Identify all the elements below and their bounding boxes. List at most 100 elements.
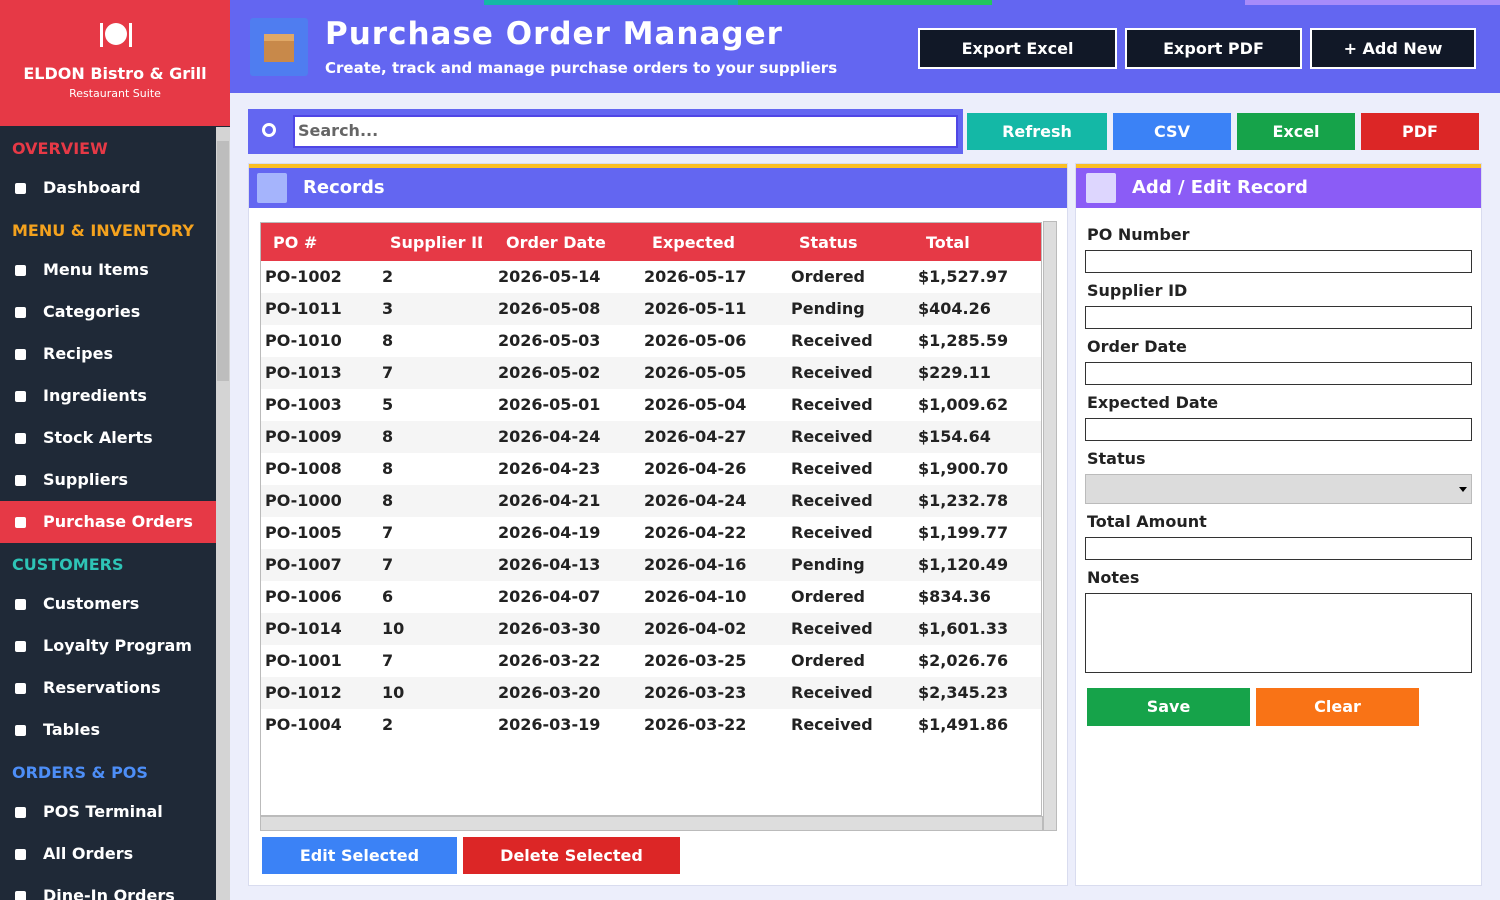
search-bar: Search...: [248, 109, 963, 154]
table-row[interactable]: PO-1010 8 2026-05-03 2026-05-06 Received $1,2…: [261, 325, 1041, 357]
table-row[interactable]: PO-1012 10 2026-03-20 2026-03-23 Received $2,…: [261, 677, 1041, 709]
nav-label: Loyalty Program: [43, 636, 192, 655]
table-row[interactable]: PO-1004 2 2026-03-19 2026-03-22 Received $1,4…: [261, 709, 1041, 741]
table-cell: PO-1000: [265, 491, 342, 510]
field-input[interactable]: [1085, 418, 1472, 441]
search-input[interactable]: Search...: [293, 115, 958, 148]
column-header: Supplier ID: [390, 233, 482, 252]
logo-icon: [100, 23, 132, 47]
field-input[interactable]: [1085, 306, 1472, 329]
column-header: Order Date: [506, 233, 606, 252]
toolbar-button[interactable]: PDF: [1361, 113, 1479, 150]
nav-item[interactable]: Customers: [0, 583, 216, 625]
nav-item[interactable]: Suppliers: [0, 459, 216, 501]
column-header: Total: [926, 233, 970, 252]
table-cell: Received: [791, 619, 873, 638]
table-cell: 3: [382, 299, 394, 318]
table-cell: PO-1013: [265, 363, 342, 382]
action-button[interactable]: Delete Selected: [463, 837, 680, 874]
table-cell: PO-1008: [265, 459, 342, 478]
header-button[interactable]: + Add New: [1310, 28, 1476, 69]
table-row[interactable]: PO-1011 3 2026-05-08 2026-05-11 Pending $404.…: [261, 293, 1041, 325]
nav-icon: [15, 725, 26, 736]
table-cell: Received: [791, 363, 873, 382]
table-row[interactable]: PO-1005 7 2026-04-19 2026-04-22 Received $1,1…: [261, 517, 1041, 549]
table-row[interactable]: PO-1001 7 2026-03-22 2026-03-25 Ordered $2,02…: [261, 645, 1041, 677]
table-cell: $154.64: [918, 427, 991, 446]
table-cell: 8: [382, 427, 394, 446]
stripe: [484, 0, 738, 5]
table-cell: $2,026.76: [918, 651, 1009, 670]
field-label: PO Number: [1087, 225, 1190, 244]
field-label: Expected Date: [1087, 393, 1219, 412]
scroll-thumb[interactable]: [217, 141, 229, 381]
field-input[interactable]: [1085, 250, 1472, 273]
nav-item[interactable]: POS Terminal: [0, 791, 216, 833]
table-row[interactable]: PO-1003 5 2026-05-01 2026-05-04 Received $1,0…: [261, 389, 1041, 421]
field-input[interactable]: [1085, 537, 1472, 560]
nav-label: All Orders: [43, 844, 134, 863]
nav-label: Purchase Orders: [43, 512, 193, 531]
table-row[interactable]: PO-1000 8 2026-04-21 2026-04-24 Received $1,2…: [261, 485, 1041, 517]
table-cell: 2026-03-19: [498, 715, 601, 734]
table-cell: 2026-05-01: [498, 395, 601, 414]
table-cell: PO-1003: [265, 395, 342, 414]
search-icon: [262, 123, 276, 137]
table-cell: 2026-04-24: [498, 427, 601, 446]
table-cell: PO-1004: [265, 715, 342, 734]
header-button[interactable]: Export PDF: [1125, 28, 1302, 69]
table-cell: $1,009.62: [918, 395, 1009, 414]
table-cell: Received: [791, 395, 873, 414]
field-label: Order Date: [1087, 337, 1187, 356]
table-cell: $229.11: [918, 363, 991, 382]
v-scrollbar[interactable]: [1043, 221, 1057, 831]
table-row[interactable]: PO-1014 10 2026-03-30 2026-04-02 Received $1,…: [261, 613, 1041, 645]
table-row[interactable]: PO-1002 2 2026-05-14 2026-05-17 Ordered $1,52…: [261, 261, 1041, 293]
nav-item[interactable]: Stock Alerts: [0, 417, 216, 459]
table-cell: Received: [791, 491, 873, 510]
table-cell: 2026-05-11: [644, 299, 747, 318]
table-cell: 2026-05-06: [644, 331, 747, 350]
toolbar-button[interactable]: Excel: [1237, 113, 1355, 150]
table-row[interactable]: PO-1009 8 2026-04-24 2026-04-27 Received $154…: [261, 421, 1041, 453]
nav-item[interactable]: Recipes: [0, 333, 216, 375]
form-button[interactable]: Clear: [1256, 688, 1419, 726]
form-button[interactable]: Save: [1087, 688, 1250, 726]
table-row[interactable]: PO-1008 8 2026-04-23 2026-04-26 Received $1,9…: [261, 453, 1041, 485]
nav-item[interactable]: Purchase Orders: [0, 501, 216, 543]
scrollbar[interactable]: [216, 127, 230, 900]
table-row[interactable]: PO-1013 7 2026-05-02 2026-05-05 Received $229…: [261, 357, 1041, 389]
toolbar-button[interactable]: Refresh: [967, 113, 1107, 150]
nav-item[interactable]: Menu Items: [0, 249, 216, 291]
form-title: Add / Edit Record: [1132, 177, 1308, 198]
table-cell: 2026-04-23: [498, 459, 601, 478]
nav-item[interactable]: Loyalty Program: [0, 625, 216, 667]
nav-item[interactable]: All Orders: [0, 833, 216, 875]
nav-label: Tables: [43, 720, 100, 739]
table-row[interactable]: PO-1007 7 2026-04-13 2026-04-16 Pending $1,12…: [261, 549, 1041, 581]
action-button[interactable]: Edit Selected: [262, 837, 457, 874]
table-cell: 2026-05-17: [644, 267, 747, 286]
nav-item[interactable]: Reservations: [0, 667, 216, 709]
field-label: Supplier ID: [1087, 281, 1188, 300]
table-cell: Ordered: [791, 267, 865, 286]
nav-item[interactable]: Tables: [0, 709, 216, 751]
table-cell: $404.26: [918, 299, 991, 318]
nav-item[interactable]: Dashboard: [0, 167, 216, 209]
field-input[interactable]: [1085, 593, 1472, 673]
field-input[interactable]: [1085, 362, 1472, 385]
table-row[interactable]: PO-1006 6 2026-04-07 2026-04-10 Ordered $834.…: [261, 581, 1041, 613]
field-label: Notes: [1087, 568, 1140, 587]
field-input[interactable]: [1085, 474, 1472, 504]
table-cell: $1,199.77: [918, 523, 1009, 542]
stripe: [1245, 0, 1500, 5]
header-button[interactable]: Export Excel: [918, 28, 1117, 69]
table-cell: 7: [382, 523, 394, 542]
nav-item[interactable]: Categories: [0, 291, 216, 333]
nav-item[interactable]: Dine-In Orders: [0, 875, 216, 900]
nav-item[interactable]: Ingredients: [0, 375, 216, 417]
table-cell: 2026-05-02: [498, 363, 601, 382]
toolbar-button[interactable]: CSV: [1113, 113, 1231, 150]
h-scrollbar[interactable]: [260, 816, 1043, 831]
brand-subtitle: Restaurant Suite: [69, 87, 161, 100]
